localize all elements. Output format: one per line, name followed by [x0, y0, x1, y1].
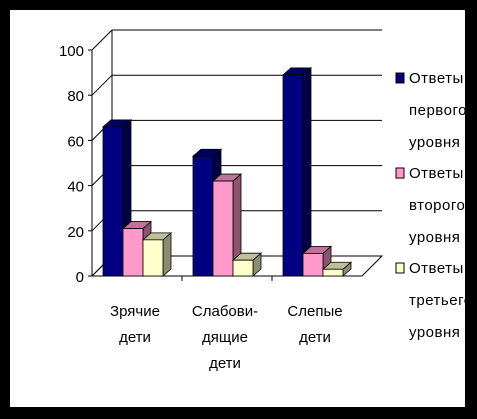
x-tick-label: Зрячие: [110, 303, 160, 320]
legend-label: первого: [409, 102, 465, 119]
bar-side: [302, 66, 312, 277]
x-tick-label: дети: [119, 329, 151, 346]
legend-swatch: [395, 72, 405, 84]
bar: [212, 180, 234, 277]
legend-label: третьего: [409, 292, 465, 309]
legend-label: уровня: [409, 324, 460, 341]
legend-label: Ответы: [409, 70, 464, 87]
bar: [122, 228, 144, 277]
y-tick-label: 100: [59, 43, 84, 60]
legend-label: уровня: [409, 229, 460, 246]
x-tick-label: Слабови-: [192, 303, 258, 320]
bar: [102, 126, 124, 277]
y-tick-label: 0: [76, 269, 84, 286]
bar: [282, 74, 304, 277]
bar: [232, 259, 254, 277]
legend-swatch: [395, 262, 405, 274]
bar: [302, 252, 324, 277]
y-tick-label: 20: [67, 224, 84, 241]
chart-panel: 0 20 40 60 80 100 Зрячие дети Слабови-дящие дети С…: [10, 10, 465, 407]
y-tick-label: 60: [67, 133, 84, 150]
y-tick-label: 80: [67, 88, 84, 105]
legend-label: второго: [409, 197, 465, 214]
y-tick-label: 40: [67, 179, 84, 196]
x-tick-label: дети: [299, 329, 331, 346]
legend-swatch: [395, 167, 405, 179]
chart-svg: 0 20 40 60 80 100 Зрячие дети Слабови-дящие дети С…: [59, 29, 465, 372]
bar: [192, 155, 214, 277]
grid-diagonal: [91, 29, 113, 51]
x-tick-label: дящие: [202, 329, 248, 346]
legend-label: Ответы: [409, 165, 464, 182]
x-tick-label: Слепые: [287, 303, 342, 320]
grid-diagonal: [91, 74, 113, 96]
legend-label: Ответы: [409, 260, 464, 277]
x-tick-label: дети: [209, 355, 241, 372]
legend-label: уровня: [409, 134, 460, 151]
bar: [322, 268, 344, 277]
bar: [142, 239, 164, 277]
